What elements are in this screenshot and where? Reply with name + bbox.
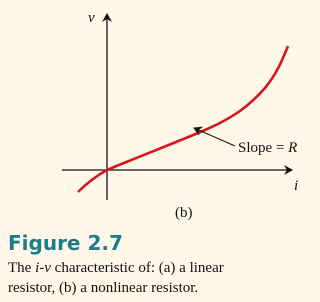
caption-run: The — [8, 260, 35, 276]
caption-run: characteristic of: (a) a linear — [51, 260, 224, 276]
y-axis-label: v — [88, 10, 95, 26]
annotation-text: Slope = — [238, 140, 288, 156]
caption-line: resistor, (b) a nonlinear resistor. — [8, 280, 198, 296]
caption-run: - — [39, 260, 44, 276]
panel-label: (b) — [175, 205, 193, 221]
x-axis-label: i — [294, 178, 298, 194]
caption-run: i — [35, 260, 39, 276]
figure-title: Figure 2.7 — [8, 231, 123, 255]
annotation-symbol: R — [287, 140, 297, 156]
annotation: Slope = R — [238, 140, 297, 156]
caption-run: v — [44, 260, 51, 276]
annotation-arrow — [193, 126, 236, 147]
iv-curve — [77, 45, 290, 193]
caption-line: The i-v characteristic of: (a) a linear — [8, 260, 224, 276]
